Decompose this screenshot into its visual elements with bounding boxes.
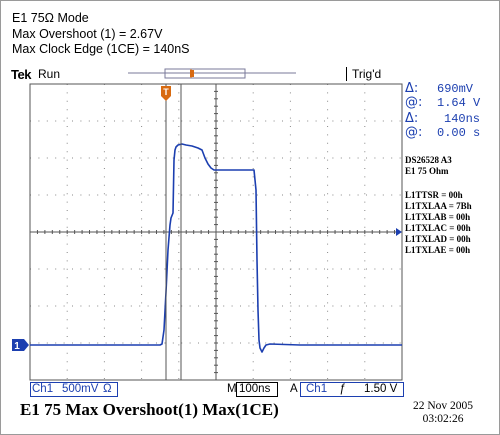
channel-label: Ch1 [32, 383, 54, 395]
cursor-voltage: 1.64 V [437, 96, 481, 110]
waveform-trace [30, 143, 402, 353]
timebase-box[interactable] [236, 382, 278, 397]
record-length-bar [128, 68, 296, 79]
cursor-delta-voltage: 690mV [437, 82, 474, 96]
trigger-box[interactable] [300, 382, 404, 397]
at-icon-2: @: [405, 125, 423, 140]
capture-date: 22 Nov 2005 [413, 400, 474, 412]
capture-time: 03:02:26 [422, 413, 464, 425]
mode-label: E1 75Ω Mode [12, 11, 89, 25]
time-per-div: 100ns [239, 383, 271, 395]
status-divider [346, 67, 347, 81]
volts-per-div: 500mV [62, 383, 99, 395]
ohm-icon: Ω [103, 383, 112, 395]
annotation-line: L1TXLAD = 00h [405, 234, 471, 244]
annotation-line: L1TXLAE = 00h [405, 245, 471, 255]
graticule [29, 83, 403, 381]
timebase-mode: M [227, 383, 237, 395]
trigger-position-icon [190, 70, 194, 77]
annotation-line: L1TTSR = 00h [405, 190, 463, 200]
svg-text:1: 1 [14, 341, 20, 352]
annotation-line: L1TXLAC = 00h [405, 223, 471, 233]
overshoot-label: Max Overshoot (1) = 2.67V [12, 26, 163, 41]
annotation-line: L1TXLAA = 7Bh [405, 201, 472, 211]
trigger-mode: A [290, 383, 298, 395]
acquisition-state: Run [38, 67, 61, 81]
delta-icon-1: Δ: [405, 81, 419, 96]
trigger-level-arrow[interactable] [396, 228, 402, 236]
trigger-channel: Ch1 [306, 383, 328, 395]
trigger-level: 1.50 V [364, 383, 398, 395]
cursor-delta-time: 140ns [444, 112, 481, 126]
channel-1-marker[interactable]: 1 [12, 339, 29, 352]
capture-datetime: 22 Nov 2005 03:02:26 [413, 400, 473, 426]
channel-scale-box[interactable] [30, 382, 118, 397]
clock-edge-label: Max Clock Edge (1CE) = 140nS [12, 42, 190, 56]
test-info: E1 75Ω Mode Max Overshoot (1) = 2.67V Ma… [12, 11, 190, 58]
annotation-line: E1 75 Ohm [405, 166, 449, 176]
screenshot-caption: E1 75 Max Overshoot(1) Max(1CE) [20, 400, 279, 419]
at-icon-1: @: [405, 95, 423, 110]
svg-text:T: T [163, 87, 169, 97]
trigger-status: Trig'd [352, 67, 382, 81]
trigger-marker[interactable]: T [161, 86, 171, 101]
tek-logo: Tek [11, 67, 31, 82]
annotation-line: L1TXLAB = 00h [405, 212, 471, 222]
cursor-time: 0.00 s [437, 126, 481, 140]
annotation-line: DS26528 A3 [405, 155, 452, 165]
delta-icon-2: Δ: [405, 111, 419, 126]
rising-edge-icon: ƒ [339, 383, 346, 395]
